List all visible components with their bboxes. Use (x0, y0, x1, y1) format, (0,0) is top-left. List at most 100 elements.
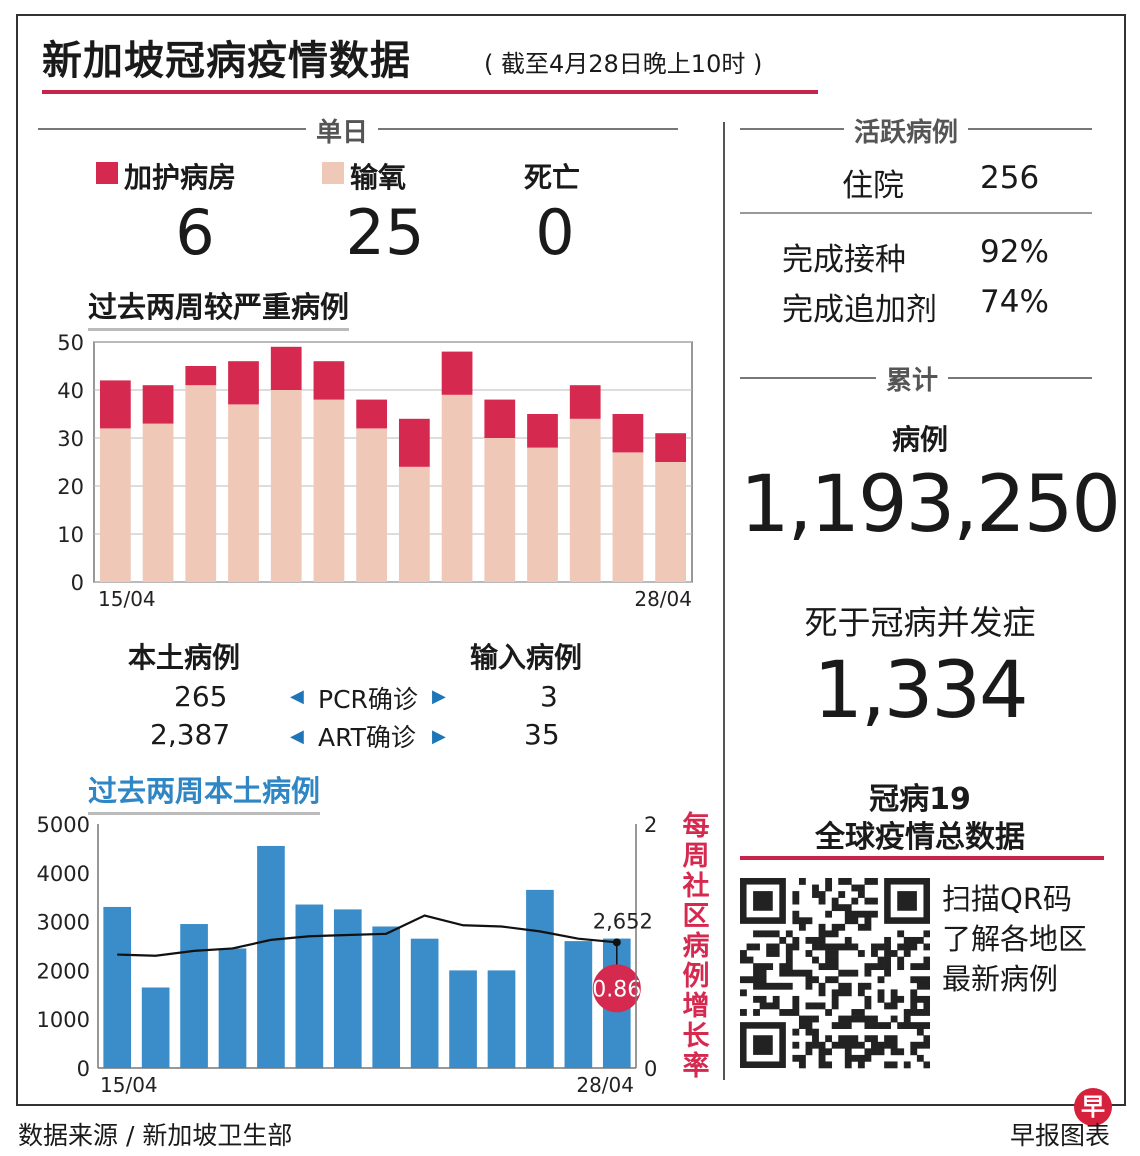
qr-module (923, 943, 931, 951)
qr-module (923, 956, 931, 964)
qr-module (877, 995, 885, 1003)
qr-module (923, 963, 931, 971)
qr-module (877, 956, 885, 964)
qr-module (766, 930, 774, 938)
y-tick-label: 5000 (37, 813, 90, 837)
global-title-line1: 冠病19 (869, 782, 971, 817)
qr-module (818, 1054, 826, 1062)
bar-local-cases (333, 909, 362, 1068)
oxygen-value: 25 (345, 196, 425, 269)
qr-module (772, 950, 780, 957)
qr-text-line1: 扫描QR码 (942, 882, 1072, 916)
qr-module (831, 989, 839, 997)
qr-module (740, 976, 747, 984)
qr-finder-core (753, 1035, 773, 1055)
qr-module (857, 884, 865, 892)
global-title-line2: 全球疫情总数据 (815, 820, 1025, 855)
qr-module (916, 982, 924, 990)
qr-module (910, 1048, 918, 1056)
bar-icu (441, 351, 473, 395)
qr-module (864, 1022, 872, 1029)
local-cases-label: 本土病例 (128, 641, 241, 674)
qr-module (903, 1022, 911, 1029)
qr-module (805, 976, 813, 984)
qr-module (812, 891, 819, 898)
qr-module (864, 1035, 872, 1043)
qr-module (844, 936, 852, 944)
x-start-label: 15/04 (98, 587, 156, 611)
qr-module (864, 1054, 872, 1062)
qr-module (923, 1041, 931, 1049)
qr-module (884, 1022, 891, 1029)
qr-module (831, 943, 839, 951)
qr-module (740, 950, 747, 957)
qr-module (805, 1028, 813, 1036)
bar-local-cases (372, 926, 401, 1068)
qr-module (812, 1015, 819, 1023)
qr-module (871, 1015, 878, 1023)
qr-module (910, 976, 918, 984)
qr-module (831, 963, 839, 971)
active-section-label: 活跃病例 (844, 112, 969, 149)
qr-module (812, 976, 819, 984)
qr-module (857, 982, 865, 990)
growth-rate-value: 0.86 (592, 977, 641, 1002)
credit-label: 早报图表 (1010, 1121, 1111, 1150)
qr-module (844, 1035, 852, 1043)
y-tick-label: 50 (57, 331, 84, 355)
qr-module (838, 982, 846, 990)
qr-text-line2: 了解各地区 (942, 922, 1088, 956)
qr-module (871, 897, 878, 905)
qr-module (871, 1035, 878, 1043)
bar-icu (185, 366, 217, 386)
qr-module (844, 1015, 852, 1023)
qr-module (877, 976, 885, 984)
qr-module (831, 930, 839, 938)
qr-module (746, 943, 754, 951)
qr-module (805, 1041, 813, 1049)
qr-module (851, 917, 859, 925)
qr-module (838, 943, 846, 951)
active-divider (740, 212, 1092, 214)
x-start-label: 15/04 (100, 1073, 158, 1097)
qr-module (812, 936, 819, 944)
qr-code[interactable] (740, 878, 931, 1070)
qr-module (772, 995, 780, 1003)
icu-swatch (96, 162, 118, 184)
qr-module (897, 943, 905, 951)
qr-module (897, 995, 905, 1003)
qr-module (916, 1022, 924, 1029)
qr-module (772, 943, 780, 951)
qr-module (759, 963, 767, 971)
qr-module (838, 878, 846, 885)
qr-module (779, 936, 787, 944)
qr-module (792, 943, 800, 951)
qr-module (818, 1048, 826, 1056)
y-tick-label: 2000 (37, 959, 90, 983)
qr-module (825, 910, 833, 918)
qr-module (910, 1009, 918, 1016)
qr-module (844, 1061, 852, 1069)
title-underline (42, 90, 818, 94)
qr-module (818, 936, 826, 944)
qr-module (916, 1041, 924, 1049)
qr-module (812, 1002, 819, 1010)
qr-module (838, 904, 846, 912)
bar-icu (270, 346, 302, 390)
qr-module (798, 969, 806, 977)
bar-icu (655, 433, 687, 462)
qr-module (916, 1028, 924, 1036)
y-tick-label: 30 (57, 427, 84, 451)
qr-module (871, 878, 878, 885)
qr-module (805, 1002, 813, 1010)
qr-module (798, 1054, 806, 1062)
qr-module (890, 1002, 898, 1010)
qr-module (838, 1015, 846, 1023)
art-label: ART确诊 (318, 723, 416, 752)
qr-module (890, 1048, 898, 1056)
qr-module (818, 982, 826, 990)
bar-local-cases (180, 924, 208, 1068)
qr-module (884, 1061, 891, 1069)
local-chart-title: 过去两周本土病例 (88, 768, 321, 815)
qr-module (753, 1009, 760, 1016)
